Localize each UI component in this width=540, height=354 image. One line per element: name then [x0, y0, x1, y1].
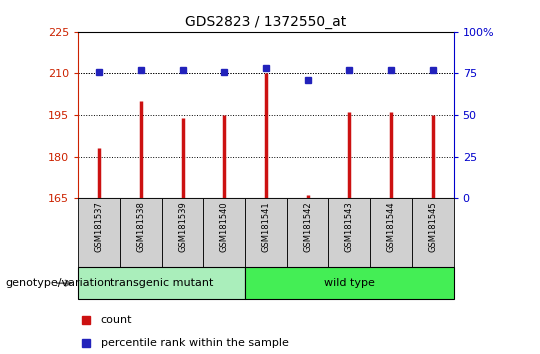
Text: transgenic mutant: transgenic mutant [110, 278, 213, 288]
Bar [120, 198, 161, 267]
Bar [245, 198, 287, 267]
Text: GSM181545: GSM181545 [428, 201, 437, 252]
Text: genotype/variation: genotype/variation [5, 278, 111, 288]
Text: GSM181544: GSM181544 [387, 201, 395, 252]
Bar [204, 198, 245, 267]
Text: GSM181539: GSM181539 [178, 201, 187, 252]
Bar [78, 198, 120, 267]
Text: GSM181538: GSM181538 [136, 201, 145, 252]
Text: GSM181542: GSM181542 [303, 201, 312, 252]
Text: GSM181541: GSM181541 [261, 201, 271, 252]
Bar [245, 267, 454, 299]
Bar [328, 198, 370, 267]
Bar [78, 267, 245, 299]
Text: GSM181543: GSM181543 [345, 201, 354, 252]
Bar [370, 198, 412, 267]
Bar [161, 198, 204, 267]
Bar [287, 198, 328, 267]
Title: GDS2823 / 1372550_at: GDS2823 / 1372550_at [185, 16, 347, 29]
Text: GSM181537: GSM181537 [94, 201, 104, 252]
Text: count: count [101, 315, 132, 325]
Text: wild type: wild type [324, 278, 375, 288]
Text: GSM181540: GSM181540 [220, 201, 229, 252]
Bar [412, 198, 454, 267]
Text: percentile rank within the sample: percentile rank within the sample [101, 338, 289, 348]
